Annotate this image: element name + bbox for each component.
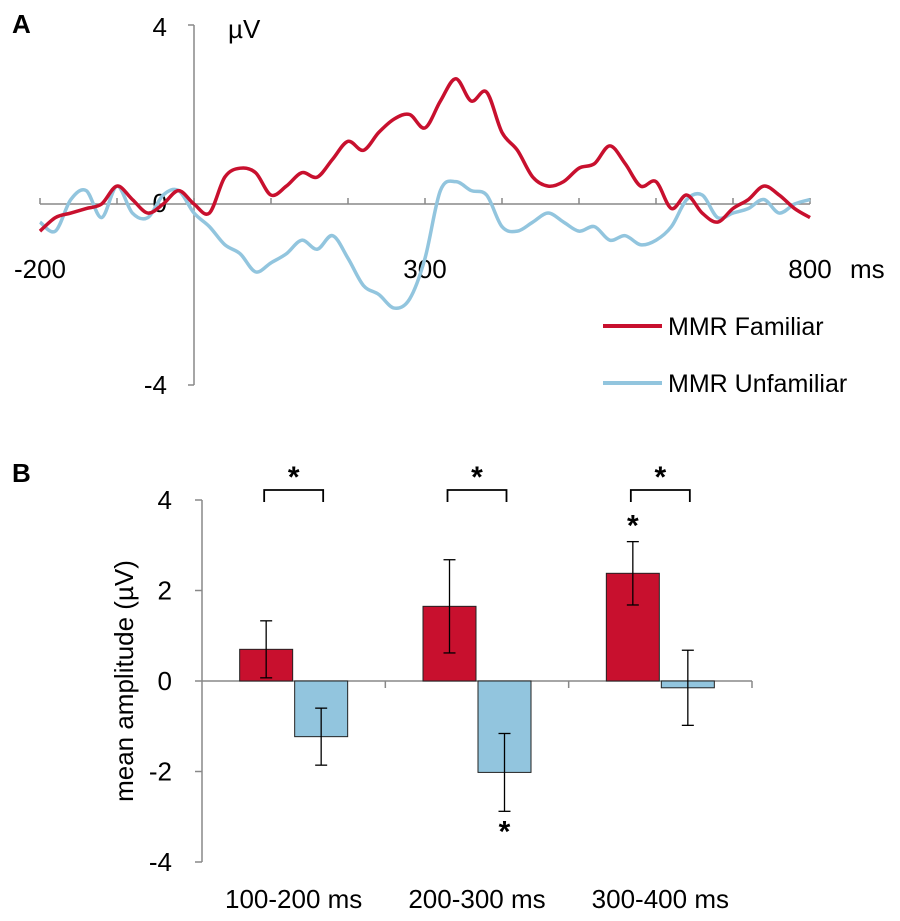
significance-bracket	[629, 489, 691, 502]
x-tick-label: 800	[788, 254, 831, 284]
significance-marker: *	[288, 461, 300, 494]
y-tick-label: 2	[158, 576, 172, 606]
significance-bracket	[263, 489, 325, 502]
y-unit-label: µV	[228, 14, 261, 44]
bar-significance-marker: *	[627, 510, 639, 543]
panel-a-label: A	[12, 9, 31, 39]
panel-b-label: B	[12, 458, 31, 488]
x-unit-label: ms	[850, 254, 885, 284]
category-label: 100-200 ms	[225, 884, 362, 914]
y-tick-label: 4	[158, 485, 172, 515]
y-tick-label: -4	[149, 847, 172, 877]
significance-bracket	[446, 489, 508, 502]
x-tick-label: -200	[14, 254, 66, 284]
y-tick-label: -4	[144, 370, 167, 400]
panel-b-bar-chart: 4 2 0 -2 -4 mean amplitude (µV) 100-200 ms * 200…	[109, 461, 753, 914]
category-label: 200-300 ms	[408, 884, 545, 914]
legend-label-unfamiliar: MMR Unfamiliar	[668, 370, 847, 398]
y-tick-label: -2	[149, 757, 172, 787]
category-label: 300-400 ms	[592, 884, 729, 914]
significance-marker: *	[654, 461, 666, 494]
legend-label-familiar: MMR Familiar	[668, 313, 824, 341]
bar-significance-marker: *	[499, 815, 511, 848]
y-tick-label: 4	[153, 12, 167, 42]
line-mmr-unfamiliar	[38, 179, 811, 310]
y-axis-title: mean amplitude (µV)	[109, 560, 139, 802]
y-tick-label: 0	[158, 666, 172, 696]
line-mmr-familiar	[38, 76, 811, 233]
significance-marker: *	[471, 461, 483, 494]
